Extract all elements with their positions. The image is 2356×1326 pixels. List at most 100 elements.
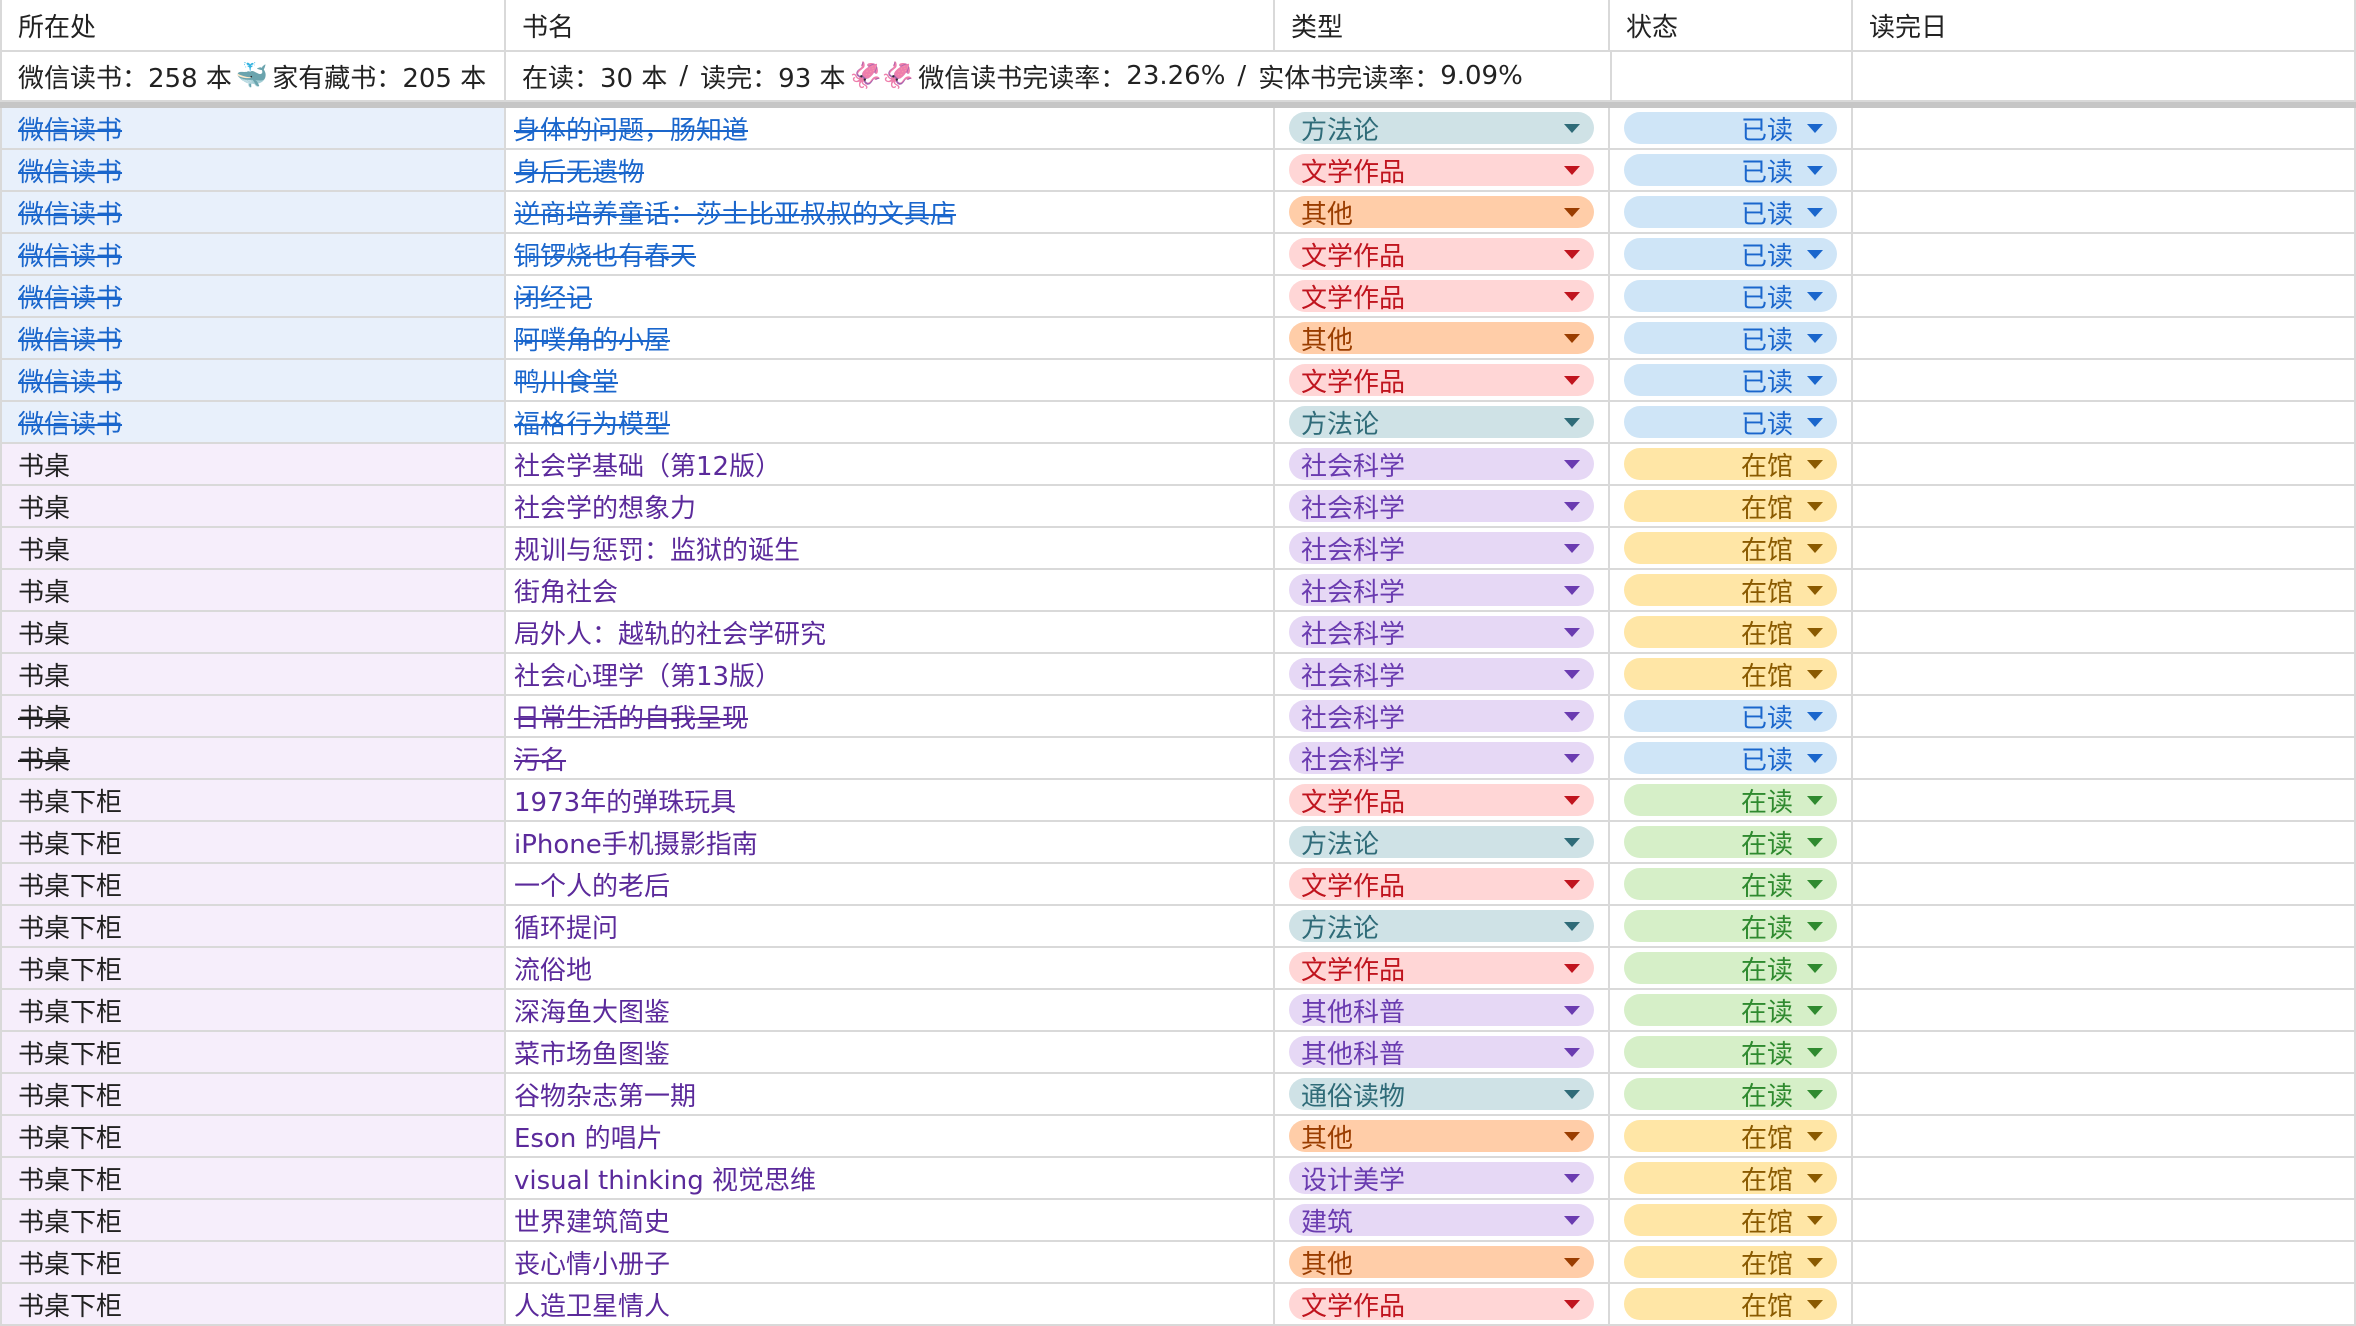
type-dropdown[interactable]: 其他科普 <box>1289 994 1594 1028</box>
dropdown-arrow-icon[interactable] <box>1564 1048 1580 1057</box>
location-cell[interactable]: 书桌下柜 <box>0 990 506 1032</box>
dropdown-arrow-icon[interactable] <box>1807 1132 1823 1141</box>
status-dropdown[interactable]: 已读 <box>1624 154 1837 188</box>
type-dropdown[interactable]: 社会科学 <box>1289 616 1594 650</box>
dropdown-arrow-icon[interactable] <box>1807 796 1823 805</box>
dropdown-arrow-icon[interactable] <box>1564 1132 1580 1141</box>
finish-date-cell[interactable] <box>1853 276 2356 318</box>
dropdown-arrow-icon[interactable] <box>1564 502 1580 511</box>
type-dropdown[interactable]: 社会科学 <box>1289 448 1594 482</box>
title-cell[interactable]: 街角社会 <box>506 570 1275 612</box>
status-dropdown[interactable]: 在读 <box>1624 1078 1837 1112</box>
column-header-title[interactable]: 书名 <box>506 0 1275 52</box>
status-dropdown[interactable]: 在读 <box>1624 826 1837 860</box>
dropdown-arrow-icon[interactable] <box>1564 1258 1580 1267</box>
title-cell[interactable]: 一个人的老后 <box>506 864 1275 906</box>
dropdown-arrow-icon[interactable] <box>1564 460 1580 469</box>
type-dropdown[interactable]: 其他 <box>1289 1246 1594 1280</box>
finish-date-cell[interactable] <box>1853 1116 2356 1158</box>
dropdown-arrow-icon[interactable] <box>1807 166 1823 175</box>
dropdown-arrow-icon[interactable] <box>1564 880 1580 889</box>
dropdown-arrow-icon[interactable] <box>1807 334 1823 343</box>
dropdown-arrow-icon[interactable] <box>1807 1048 1823 1057</box>
location-cell[interactable]: 书桌 <box>0 528 506 570</box>
type-dropdown[interactable]: 文学作品 <box>1289 154 1594 188</box>
dropdown-arrow-icon[interactable] <box>1564 334 1580 343</box>
status-dropdown[interactable]: 已读 <box>1624 280 1837 314</box>
dropdown-arrow-icon[interactable] <box>1807 250 1823 259</box>
dropdown-arrow-icon[interactable] <box>1564 670 1580 679</box>
title-cell[interactable]: 1973年的弹珠玩具 <box>506 780 1275 822</box>
dropdown-arrow-icon[interactable] <box>1564 418 1580 427</box>
column-header-status[interactable]: 状态 <box>1610 0 1853 52</box>
dropdown-arrow-icon[interactable] <box>1807 586 1823 595</box>
dropdown-arrow-icon[interactable] <box>1564 586 1580 595</box>
type-dropdown[interactable]: 文学作品 <box>1289 364 1594 398</box>
finish-date-cell[interactable] <box>1853 486 2356 528</box>
title-cell[interactable]: 局外人：越轨的社会学研究 <box>506 612 1275 654</box>
status-dropdown[interactable]: 已读 <box>1624 406 1837 440</box>
dropdown-arrow-icon[interactable] <box>1564 712 1580 721</box>
finish-date-cell[interactable] <box>1853 1158 2356 1200</box>
title-cell[interactable]: 丧心情小册子 <box>506 1242 1275 1284</box>
status-dropdown[interactable]: 已读 <box>1624 112 1837 146</box>
type-dropdown[interactable]: 方法论 <box>1289 826 1594 860</box>
title-cell[interactable]: Eson 的唱片 <box>506 1116 1275 1158</box>
dropdown-arrow-icon[interactable] <box>1564 1090 1580 1099</box>
title-cell[interactable]: 逆商培养童话：莎士比亚叔叔的文具店 <box>506 192 1275 234</box>
dropdown-arrow-icon[interactable] <box>1807 964 1823 973</box>
status-dropdown[interactable]: 在馆 <box>1624 532 1837 566</box>
finish-date-cell[interactable] <box>1853 1242 2356 1284</box>
status-dropdown[interactable]: 在读 <box>1624 994 1837 1028</box>
finish-date-cell[interactable] <box>1853 822 2356 864</box>
title-cell[interactable]: 阿噗角的小屋 <box>506 318 1275 360</box>
location-cell[interactable]: 书桌下柜 <box>0 822 506 864</box>
finish-date-cell[interactable] <box>1853 192 2356 234</box>
title-cell[interactable]: 铜锣烧也有春天 <box>506 234 1275 276</box>
finish-date-cell[interactable] <box>1853 234 2356 276</box>
type-dropdown[interactable]: 文学作品 <box>1289 952 1594 986</box>
finish-date-cell[interactable] <box>1853 906 2356 948</box>
dropdown-arrow-icon[interactable] <box>1807 1090 1823 1099</box>
freeze-divider[interactable] <box>0 102 2356 108</box>
location-cell[interactable]: 书桌 <box>0 486 506 528</box>
status-dropdown[interactable]: 已读 <box>1624 238 1837 272</box>
status-dropdown[interactable]: 在馆 <box>1624 1162 1837 1196</box>
dropdown-arrow-icon[interactable] <box>1807 754 1823 763</box>
dropdown-arrow-icon[interactable] <box>1807 376 1823 385</box>
title-cell[interactable]: 规训与惩罚：监狱的诞生 <box>506 528 1275 570</box>
dropdown-arrow-icon[interactable] <box>1564 1174 1580 1183</box>
title-cell[interactable]: 日常生活的自我呈现 <box>506 696 1275 738</box>
dropdown-arrow-icon[interactable] <box>1807 502 1823 511</box>
location-cell[interactable]: 书桌下柜 <box>0 948 506 990</box>
title-cell[interactable]: 社会心理学（第13版） <box>506 654 1275 696</box>
dropdown-arrow-icon[interactable] <box>1807 1258 1823 1267</box>
location-cell[interactable]: 微信读书 <box>0 402 506 444</box>
title-cell[interactable]: 深海鱼大图鉴 <box>506 990 1275 1032</box>
dropdown-arrow-icon[interactable] <box>1807 712 1823 721</box>
finish-date-cell[interactable] <box>1853 864 2356 906</box>
status-dropdown[interactable]: 在馆 <box>1624 1288 1837 1322</box>
title-cell[interactable]: 社会学的想象力 <box>506 486 1275 528</box>
summary-cell-status[interactable] <box>1610 52 1853 102</box>
dropdown-arrow-icon[interactable] <box>1564 754 1580 763</box>
type-dropdown[interactable]: 文学作品 <box>1289 1288 1594 1322</box>
dropdown-arrow-icon[interactable] <box>1807 418 1823 427</box>
status-dropdown[interactable]: 已读 <box>1624 196 1837 230</box>
type-dropdown[interactable]: 社会科学 <box>1289 700 1594 734</box>
dropdown-arrow-icon[interactable] <box>1807 1216 1823 1225</box>
finish-date-cell[interactable] <box>1853 1032 2356 1074</box>
finish-date-cell[interactable] <box>1853 444 2356 486</box>
type-dropdown[interactable]: 文学作品 <box>1289 784 1594 818</box>
dropdown-arrow-icon[interactable] <box>1564 544 1580 553</box>
location-cell[interactable]: 微信读书 <box>0 318 506 360</box>
dropdown-arrow-icon[interactable] <box>1807 124 1823 133</box>
finish-date-cell[interactable] <box>1853 654 2356 696</box>
title-cell[interactable]: 谷物杂志第一期 <box>506 1074 1275 1116</box>
location-cell[interactable]: 微信读书 <box>0 108 506 150</box>
column-header-location[interactable]: 所在处 <box>0 0 506 52</box>
status-dropdown[interactable]: 在馆 <box>1624 448 1837 482</box>
title-cell[interactable]: 社会学基础（第12版） <box>506 444 1275 486</box>
type-dropdown[interactable]: 其他 <box>1289 196 1594 230</box>
status-dropdown[interactable]: 在读 <box>1624 868 1837 902</box>
